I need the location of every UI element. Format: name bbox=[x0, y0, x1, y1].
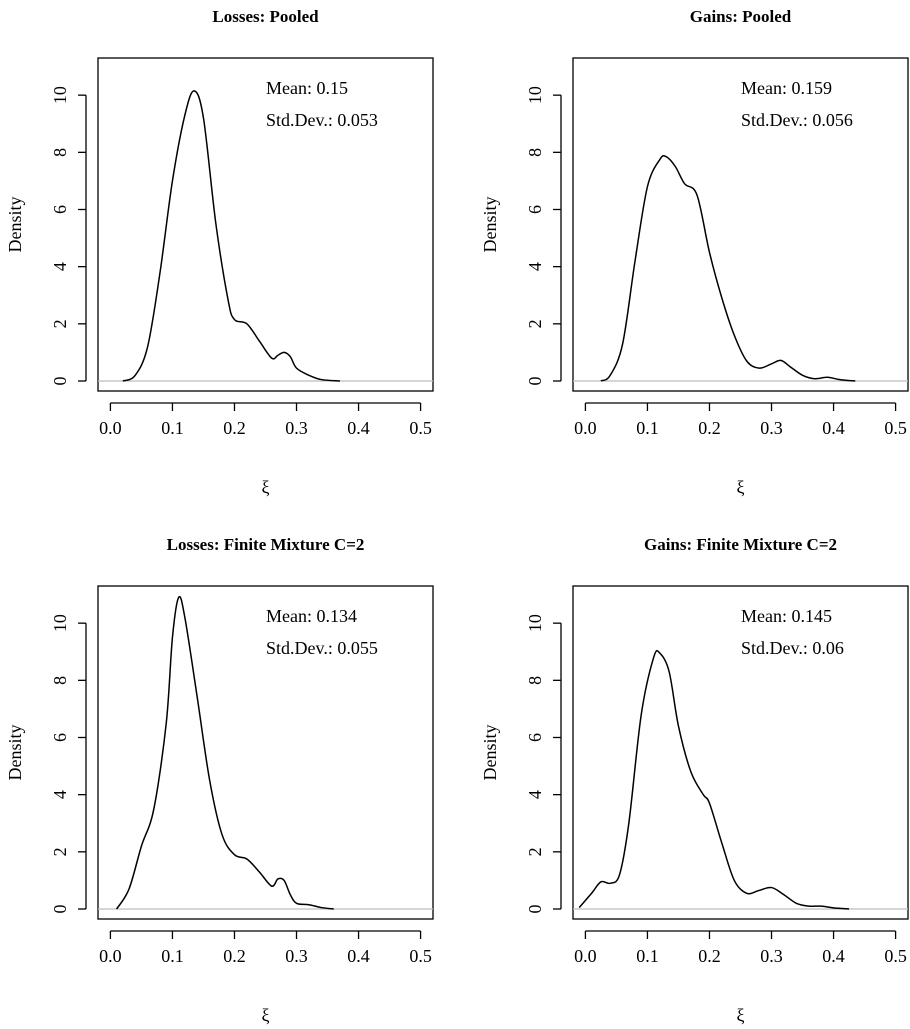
x-tick-label: 0.3 bbox=[285, 418, 308, 438]
y-tick-label: 10 bbox=[50, 86, 70, 104]
y-tick-label: 10 bbox=[525, 614, 545, 632]
x-tick-label: 0.4 bbox=[822, 946, 845, 966]
y-tick-label: 6 bbox=[50, 205, 70, 214]
x-tick-label: 0.1 bbox=[636, 946, 659, 966]
y-tick-label: 8 bbox=[50, 148, 70, 157]
x-axis-label: ξ bbox=[261, 477, 269, 497]
density-curve bbox=[578, 649, 850, 910]
x-tick-label: 0.5 bbox=[884, 418, 907, 438]
x-tick-label: 0.2 bbox=[698, 946, 721, 966]
x-tick-label: 0.0 bbox=[574, 946, 597, 966]
mean-annotation: Mean: 0.134 bbox=[266, 606, 357, 626]
x-tick-label: 0.5 bbox=[409, 418, 432, 438]
density-curve bbox=[600, 154, 856, 382]
y-tick-label: 2 bbox=[525, 847, 545, 856]
x-axis-label: ξ bbox=[736, 477, 744, 497]
y-tick-label: 0 bbox=[50, 904, 70, 913]
plot-frame bbox=[97, 57, 434, 392]
x-tick-label: 0.3 bbox=[760, 418, 783, 438]
x-tick-label: 0.0 bbox=[574, 418, 597, 438]
y-tick-label: 4 bbox=[525, 790, 545, 799]
mean-annotation: Mean: 0.15 bbox=[266, 78, 348, 98]
plot-frame bbox=[572, 585, 909, 920]
y-tick-label: 0 bbox=[50, 376, 70, 385]
stddev-annotation: Std.Dev.: 0.053 bbox=[266, 110, 378, 130]
stddev-annotation: Std.Dev.: 0.06 bbox=[741, 638, 844, 658]
y-tick-label: 10 bbox=[525, 86, 545, 104]
y-tick-label: 8 bbox=[525, 676, 545, 685]
panel-title: Losses: Pooled bbox=[212, 7, 319, 26]
panel-losses-finite-mixture: Losses: Finite Mixture C=2 0.0 0.1 0.2 0.3 0.… bbox=[5, 535, 434, 1025]
y-axis-label: Density bbox=[480, 725, 500, 781]
y-tick-label: 6 bbox=[525, 205, 545, 214]
y-tick-label: 6 bbox=[50, 733, 70, 742]
stddev-annotation: Std.Dev.: 0.056 bbox=[741, 110, 853, 130]
panel-gains-pooled: Gains: Pooled 0.0 0.1 0.2 0.3 0.4 0.5 ξ 0 2 4 6 8 10 D… bbox=[480, 7, 909, 497]
plot-frame bbox=[97, 585, 434, 920]
y-tick-label: 6 bbox=[525, 733, 545, 742]
x-axis-label: ξ bbox=[261, 1005, 269, 1025]
x-tick-label: 0.0 bbox=[99, 946, 122, 966]
panel-title: Gains: Finite Mixture C=2 bbox=[644, 535, 837, 554]
y-tick-label: 2 bbox=[50, 319, 70, 328]
x-tick-label: 0.0 bbox=[99, 418, 122, 438]
x-tick-label: 0.4 bbox=[347, 946, 370, 966]
x-tick-label: 0.2 bbox=[698, 418, 721, 438]
x-tick-label: 0.5 bbox=[884, 946, 907, 966]
x-tick-label: 0.2 bbox=[223, 418, 246, 438]
panel-title: Losses: Finite Mixture C=2 bbox=[167, 535, 365, 554]
y-tick-label: 2 bbox=[50, 847, 70, 856]
x-tick-label: 0.4 bbox=[347, 418, 370, 438]
x-tick-label: 0.3 bbox=[760, 946, 783, 966]
panel-title: Gains: Pooled bbox=[690, 7, 792, 26]
stddev-annotation: Std.Dev.: 0.055 bbox=[266, 638, 378, 658]
x-tick-label: 0.3 bbox=[285, 946, 308, 966]
mean-annotation: Mean: 0.145 bbox=[741, 606, 832, 626]
x-tick-label: 0.4 bbox=[822, 418, 845, 438]
y-tick-label: 8 bbox=[50, 676, 70, 685]
x-tick-label: 0.1 bbox=[161, 418, 184, 438]
y-axis-label: Density bbox=[480, 197, 500, 253]
y-tick-label: 10 bbox=[50, 614, 70, 632]
density-curve bbox=[115, 595, 334, 910]
x-tick-label: 0.5 bbox=[409, 946, 432, 966]
panel-losses-pooled: Losses: Pooled 0.0 0.1 0.2 0.3 0.4 0.5 ξ 0 2 4 6 8 10… bbox=[5, 7, 434, 497]
x-axis-label: ξ bbox=[736, 1005, 744, 1025]
y-tick-label: 8 bbox=[525, 148, 545, 157]
y-tick-label: 4 bbox=[50, 262, 70, 271]
y-tick-label: 2 bbox=[525, 319, 545, 328]
x-tick-label: 0.1 bbox=[161, 946, 184, 966]
x-tick-label: 0.1 bbox=[636, 418, 659, 438]
y-axis-label: Density bbox=[5, 725, 25, 781]
y-tick-label: 4 bbox=[525, 262, 545, 271]
plot-frame bbox=[572, 57, 909, 392]
x-tick-label: 0.2 bbox=[223, 946, 246, 966]
y-tick-label: 0 bbox=[525, 904, 545, 913]
y-tick-label: 4 bbox=[50, 790, 70, 799]
y-axis-label: Density bbox=[5, 197, 25, 253]
mean-annotation: Mean: 0.159 bbox=[741, 78, 832, 98]
y-tick-label: 0 bbox=[525, 376, 545, 385]
density-curve bbox=[122, 90, 340, 382]
panel-gains-finite-mixture: Gains: Finite Mixture C=2 0.0 0.1 0.2 0.3 0.4… bbox=[480, 535, 909, 1025]
